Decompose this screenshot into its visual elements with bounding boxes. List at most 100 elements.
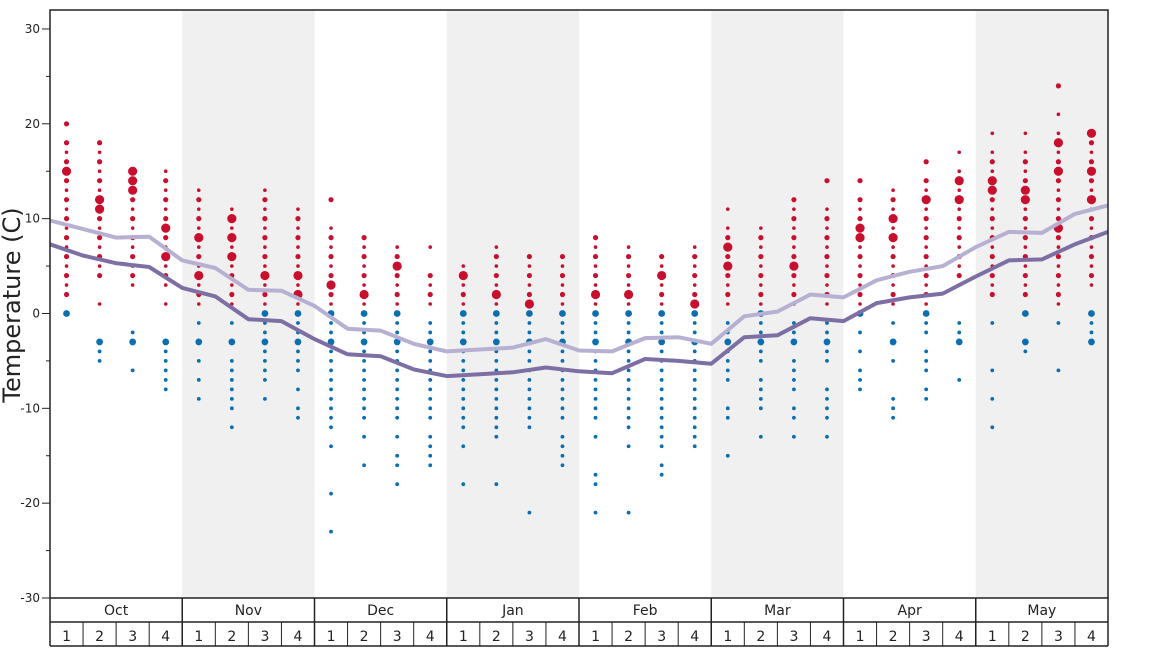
- warm-point: [130, 216, 136, 222]
- cold-point: [560, 330, 565, 335]
- cold-point: [362, 377, 366, 382]
- warm-point: [230, 264, 234, 268]
- week-label: 1: [988, 629, 997, 645]
- warm-point: [1023, 169, 1028, 174]
- warm-point: [659, 253, 665, 260]
- warm-point: [1055, 272, 1062, 279]
- warm-point: [329, 302, 333, 306]
- cold-point: [792, 434, 796, 439]
- warm-point: [130, 197, 136, 203]
- cold-point: [725, 453, 730, 458]
- cold-point: [428, 359, 433, 363]
- week-label: 4: [558, 629, 567, 645]
- warm-point: [1055, 235, 1062, 241]
- warm-point: [97, 188, 102, 192]
- cold-point: [957, 377, 962, 382]
- cold-point: [792, 377, 796, 382]
- cold-point: [294, 338, 302, 346]
- warm-point: [64, 188, 69, 192]
- warm-point: [923, 272, 929, 279]
- month-label: Oct: [104, 603, 129, 619]
- warm-point: [723, 242, 733, 252]
- cold-point: [461, 406, 466, 411]
- warm-point: [427, 272, 433, 279]
- cold-point: [229, 321, 234, 325]
- cold-point: [626, 406, 631, 411]
- week-label: 1: [194, 629, 203, 645]
- cold-point: [362, 434, 366, 439]
- cold-point: [494, 482, 499, 487]
- y-tick-label: 30: [25, 22, 40, 36]
- cold-point: [428, 463, 433, 468]
- cold-point: [593, 472, 598, 477]
- warm-point: [858, 283, 862, 287]
- cold-point: [395, 396, 400, 401]
- warm-point: [1023, 245, 1028, 249]
- warm-point: [890, 197, 896, 203]
- cold-point: [395, 482, 400, 487]
- warm-point: [63, 159, 70, 165]
- warm-point: [954, 176, 964, 186]
- warm-point: [1055, 291, 1062, 298]
- warm-point: [130, 272, 136, 279]
- cold-point: [461, 321, 466, 325]
- warm-point: [1022, 291, 1028, 298]
- cold-point: [626, 425, 631, 430]
- warm-point: [196, 245, 201, 249]
- cold-point: [1089, 321, 1094, 325]
- warm-point: [990, 150, 995, 155]
- warm-point: [989, 216, 995, 222]
- warm-point: [64, 207, 69, 211]
- warm-point: [196, 283, 201, 287]
- x-axis: Oct 1 2 3 4 Nov 1 2 3 4 Dec 1 2 3 4 Jan 1 2 3 4 Feb 1 2 3 4 Mar 1 2…: [49, 598, 1109, 647]
- warm-point: [458, 270, 468, 281]
- warm-point: [692, 283, 697, 287]
- warm-point: [857, 216, 863, 222]
- warm-point: [196, 226, 201, 230]
- warm-point: [725, 291, 731, 298]
- cold-point: [296, 406, 300, 411]
- cold-point: [593, 377, 598, 382]
- warm-point: [494, 302, 499, 306]
- cold-point: [891, 415, 895, 420]
- warm-point: [296, 264, 300, 268]
- cold-point: [560, 377, 565, 382]
- warm-point: [1023, 226, 1028, 230]
- warm-point: [659, 291, 665, 298]
- warm-point: [64, 264, 69, 268]
- cold-point: [428, 387, 433, 392]
- warm-point: [63, 178, 70, 184]
- cold-point: [526, 310, 533, 317]
- plot-frame: [49, 9, 1109, 599]
- warm-point: [792, 245, 796, 249]
- cold-point: [957, 321, 962, 325]
- warm-point: [63, 197, 70, 203]
- cold-point: [163, 387, 168, 392]
- week-label: 1: [723, 629, 732, 645]
- warm-point: [63, 253, 70, 260]
- week-label: 2: [624, 629, 633, 645]
- cold-point: [990, 368, 995, 373]
- warm-point: [923, 235, 929, 241]
- warm-point: [957, 226, 962, 230]
- cold-point: [527, 425, 532, 430]
- week-label: 4: [294, 629, 303, 645]
- cold-point: [428, 396, 433, 401]
- cold-point: [527, 387, 532, 392]
- warm-point: [824, 235, 830, 241]
- week-label: 2: [492, 629, 501, 645]
- warm-point: [163, 235, 169, 241]
- warm-point: [1023, 207, 1028, 211]
- cold-point: [527, 349, 532, 354]
- warm-point: [692, 264, 697, 268]
- warm-point: [392, 261, 402, 271]
- cold-point: [692, 368, 697, 373]
- cold-point: [659, 415, 664, 420]
- cold-point: [461, 368, 466, 373]
- warm-point: [593, 264, 598, 268]
- warm-point: [361, 235, 367, 241]
- cold-point: [395, 377, 400, 382]
- warm-point: [1022, 178, 1028, 184]
- warm-point: [362, 302, 366, 306]
- cold-point: [823, 338, 831, 346]
